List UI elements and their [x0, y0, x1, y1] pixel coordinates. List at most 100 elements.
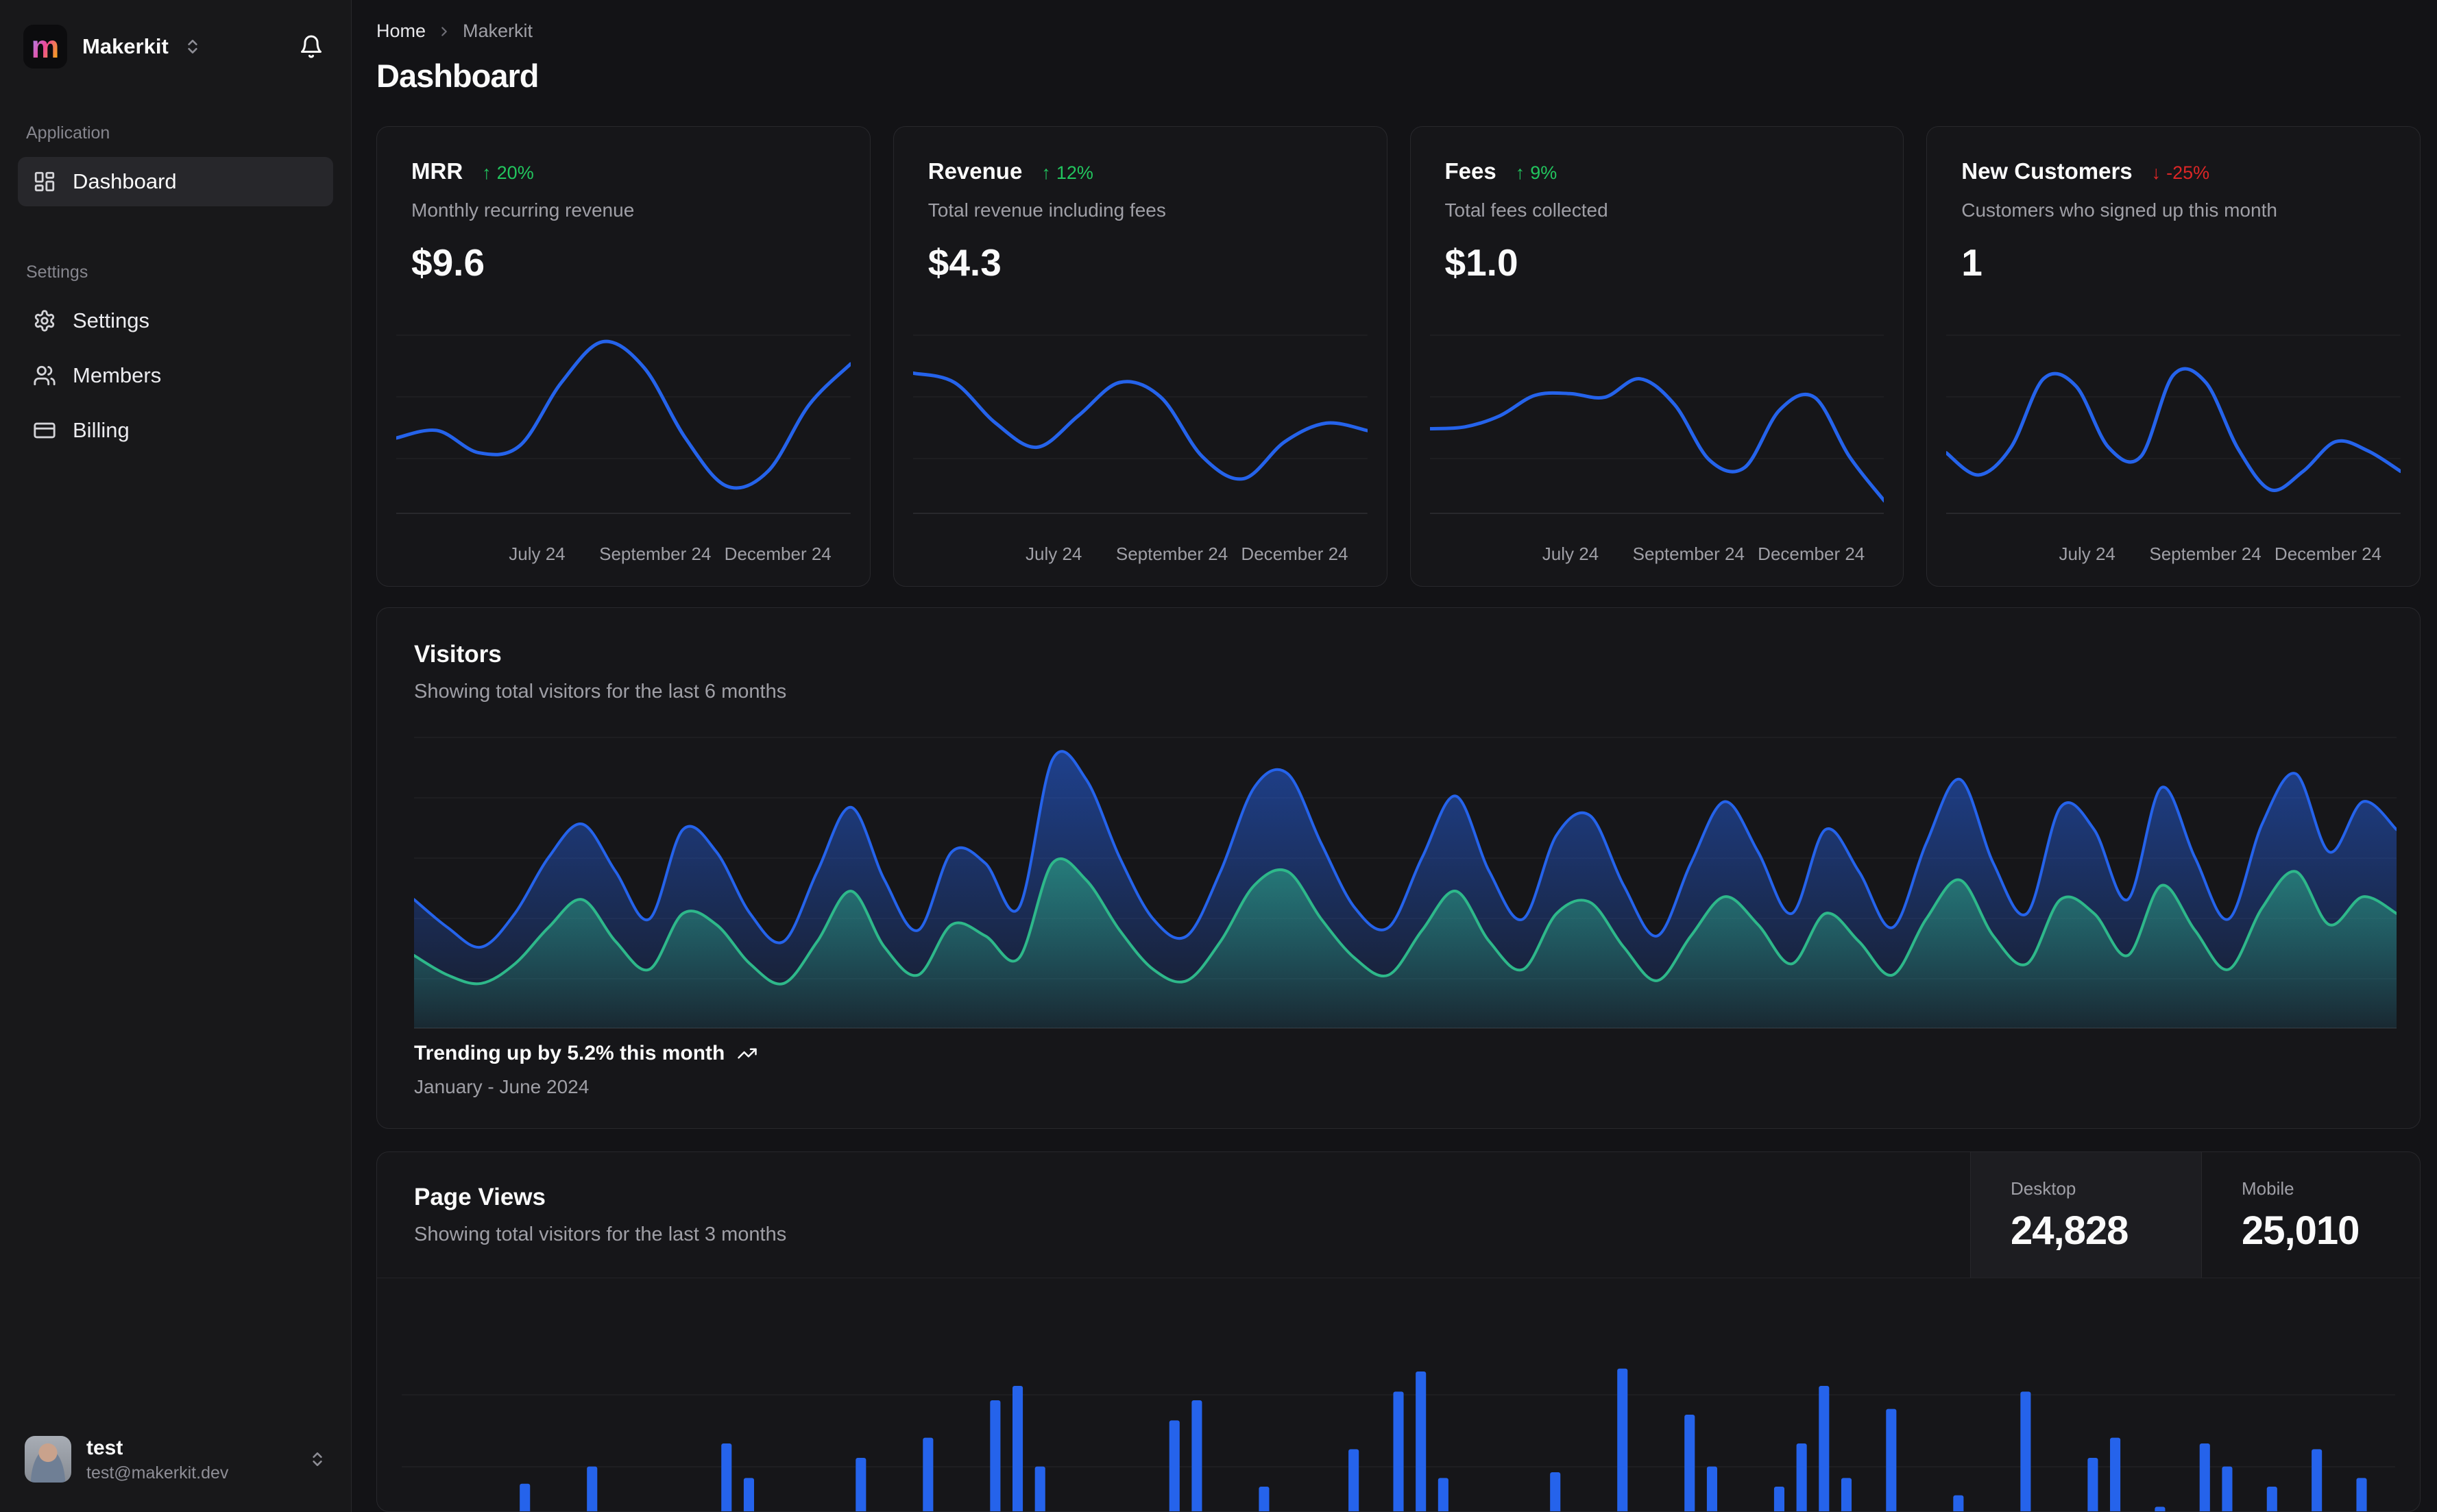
user-menu[interactable]: test test@makerkit.dev — [18, 1430, 333, 1489]
stat-delta-badge: ↑ 9% — [1516, 162, 1557, 184]
stat-description: Monthly recurring revenue — [411, 199, 635, 221]
breadcrumb: Home Makerkit — [376, 21, 2421, 42]
stat-title: Fees — [1444, 158, 1496, 184]
stat-delta-badge: ↑ 12% — [1041, 162, 1093, 184]
stat-card-mrr: MRR ↑ 20% Monthly recurring revenue $9.6 … — [376, 126, 871, 587]
stat-delta-value: 9% — [1530, 162, 1557, 183]
stat-cards-row: MRR ↑ 20% Monthly recurring revenue $9.6 … — [376, 126, 2421, 587]
mrr-sparkline-chart — [377, 315, 870, 520]
toggle-label: Mobile — [2242, 1178, 2294, 1199]
stat-card-revenue: Revenue ↑ 12% Total revenue including fee… — [893, 126, 1387, 587]
axis-tick: December 24 — [724, 544, 832, 564]
nav-section-application: Application Dashboard — [18, 123, 333, 212]
chevrons-up-down-icon — [308, 1450, 326, 1468]
page-views-description: Showing total visitors for the last 3 mo… — [414, 1223, 787, 1245]
section-label: Settings — [26, 263, 88, 282]
x-axis-labels: July 24 September 24 December 24 — [913, 527, 1368, 570]
dashboard-icon — [33, 170, 56, 193]
user-email: test@makerkit.dev — [86, 1463, 229, 1483]
axis-tick: December 24 — [1241, 544, 1348, 564]
axis-tick: December 24 — [1758, 544, 1865, 564]
page-views-header: Page Views Showing total visitors for th… — [377, 1151, 2420, 1278]
workspace-switcher[interactable]: m Makerkit — [18, 21, 333, 73]
user-info: test test@makerkit.dev — [86, 1435, 228, 1484]
main-content: Home Makerkit Dashboard MRR ↑ 20% Monthly… — [352, 0, 2437, 1512]
page-views-title: Page Views — [414, 1183, 546, 1210]
toggle-value: 24,828 — [2011, 1208, 2129, 1254]
toggle-desktop[interactable]: Desktop 24,828 — [1970, 1151, 2201, 1278]
x-axis-labels: July 24 September 24 December 24 — [1430, 527, 1884, 570]
notifications-bell-icon[interactable] — [295, 30, 328, 63]
x-axis-labels: July 24 September 24 December 24 — [396, 527, 851, 570]
breadcrumb-current: Makerkit — [463, 21, 533, 41]
sidebar-item-settings[interactable]: Settings — [18, 296, 333, 345]
stat-delta-badge: ↑ 20% — [482, 162, 534, 184]
arrow-up-icon: ↑ — [1515, 162, 1525, 183]
stat-delta-badge: ↓ -25% — [2152, 162, 2210, 184]
arrow-up-icon: ↑ — [1041, 162, 1051, 183]
stat-delta-value: -25% — [2166, 162, 2210, 183]
page-title: Dashboard — [376, 58, 539, 94]
stat-title: Revenue — [927, 158, 1023, 184]
revenue-sparkline-chart — [894, 315, 1387, 520]
sidebar: m Makerkit Application Dashboard Setting… — [0, 0, 352, 1512]
makerkit-logo: m — [23, 25, 67, 69]
axis-tick: July 24 — [1542, 544, 1599, 564]
stat-description: Total fees collected — [1444, 199, 1608, 221]
axis-tick: September 24 — [599, 544, 712, 564]
sidebar-item-members[interactable]: Members — [18, 351, 333, 400]
settings-gear-icon — [33, 309, 56, 332]
stat-value: $4.3 — [927, 241, 1002, 284]
fees-sparkline-chart — [1411, 315, 1904, 520]
axis-tick: September 24 — [2149, 544, 2262, 564]
visitors-area-chart — [377, 732, 2420, 1034]
sidebar-item-label: Members — [73, 363, 162, 387]
toggle-mobile[interactable]: Mobile 25,010 — [2201, 1151, 2420, 1278]
members-users-icon — [33, 364, 56, 387]
visitors-trend-text: Trending up by 5.2% this month — [414, 1041, 725, 1064]
arrow-up-icon: ↑ — [482, 162, 492, 183]
visitors-description: Showing total visitors for the last 6 mo… — [414, 681, 787, 703]
new-customers-sparkline-chart — [1927, 315, 2420, 520]
x-axis-labels: July 24 September 24 December 24 — [1946, 527, 2401, 570]
visitors-footer: Trending up by 5.2% this month January -… — [377, 1042, 2420, 1098]
stat-card-fees: Fees ↑ 9% Total fees collected $1.0 July … — [1409, 126, 1904, 587]
billing-credit-card-icon — [33, 419, 56, 442]
sidebar-item-billing[interactable]: Billing — [18, 406, 333, 455]
visitors-period: January - June 2024 — [414, 1075, 590, 1097]
sidebar-item-label: Settings — [73, 308, 150, 332]
stat-description: Customers who signed up this month — [1961, 199, 2277, 221]
stat-delta-value: 12% — [1056, 162, 1093, 183]
page-views-card: Page Views Showing total visitors for th… — [376, 1151, 2421, 1512]
axis-tick: September 24 — [1115, 544, 1228, 564]
section-label: Application — [26, 123, 110, 143]
trending-up-icon — [737, 1043, 757, 1064]
stat-title: New Customers — [1961, 158, 2133, 184]
logo-letter: m — [31, 29, 60, 64]
stat-value: $1.0 — [1444, 241, 1518, 284]
stat-value: 1 — [1961, 241, 1983, 284]
arrow-down-icon: ↓ — [2151, 162, 2161, 183]
axis-tick: July 24 — [2059, 544, 2115, 564]
user-avatar — [25, 1435, 71, 1483]
visitors-title: Visitors — [414, 641, 502, 668]
axis-tick: September 24 — [1632, 544, 1745, 564]
sidebar-item-label: Dashboard — [73, 169, 177, 193]
sidebar-item-dashboard[interactable]: Dashboard — [18, 157, 333, 206]
stat-card-new-customers: New Customers ↓ -25% Customers who signed… — [1926, 126, 2421, 587]
user-name: test — [86, 1436, 123, 1459]
nav-section-settings: Settings Settings Members Billing — [18, 263, 333, 461]
breadcrumb-home-link[interactable]: Home — [376, 21, 426, 41]
chevron-right-icon — [437, 24, 452, 39]
page-views-bar-chart — [377, 1278, 2420, 1511]
axis-tick: July 24 — [509, 544, 566, 564]
axis-tick: December 24 — [2274, 544, 2381, 564]
stat-description: Total revenue including fees — [927, 199, 1166, 221]
visitors-card: Visitors Showing total visitors for the … — [376, 607, 2421, 1129]
sidebar-nav: Application Dashboard Settings Settings — [18, 123, 333, 461]
stat-title: MRR — [411, 158, 463, 184]
workspace-name: Makerkit — [82, 34, 169, 58]
toggle-label: Desktop — [2011, 1178, 2076, 1199]
stat-value: $9.6 — [411, 241, 485, 284]
sidebar-item-label: Billing — [73, 418, 130, 442]
